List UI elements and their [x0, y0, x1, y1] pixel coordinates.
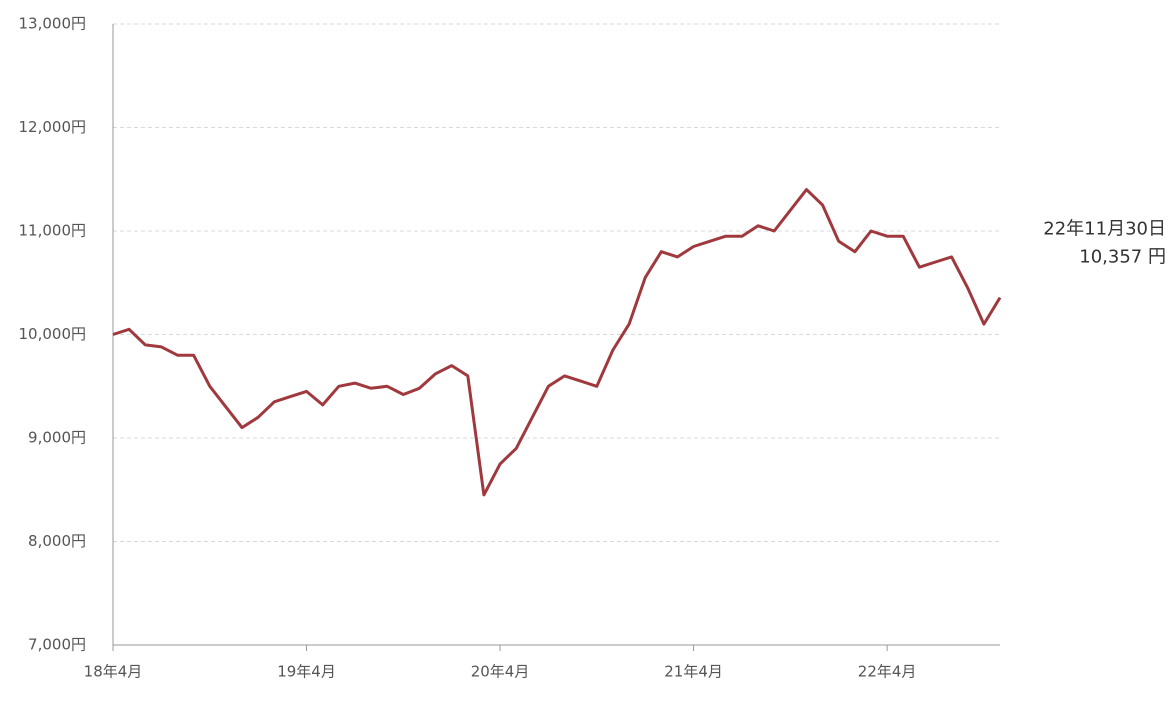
y-tick-label: 11,000円: [19, 222, 87, 240]
line: [112, 188, 1002, 497]
y-tick-label: 10,000円: [19, 325, 87, 343]
annotation-value: 10,357 円: [1079, 247, 1166, 268]
annotation-date: 22年11月30日: [1043, 219, 1166, 240]
x-tick-label: 19年4月: [277, 663, 336, 681]
y-tick-label: 13,000円: [19, 15, 87, 33]
x-tick-label: 22年4月: [858, 663, 917, 681]
x-tick-label: 21年4月: [664, 663, 723, 681]
y-tick-label: 7,000円: [28, 636, 86, 654]
y-tick-label: 8,000円: [28, 532, 86, 550]
x-tick-label: 20年4月: [471, 663, 530, 681]
y-tick-label: 9,000円: [28, 429, 86, 447]
x-tick-label: 18年4月: [84, 663, 143, 681]
y-tick-label: 12,000円: [19, 118, 87, 136]
